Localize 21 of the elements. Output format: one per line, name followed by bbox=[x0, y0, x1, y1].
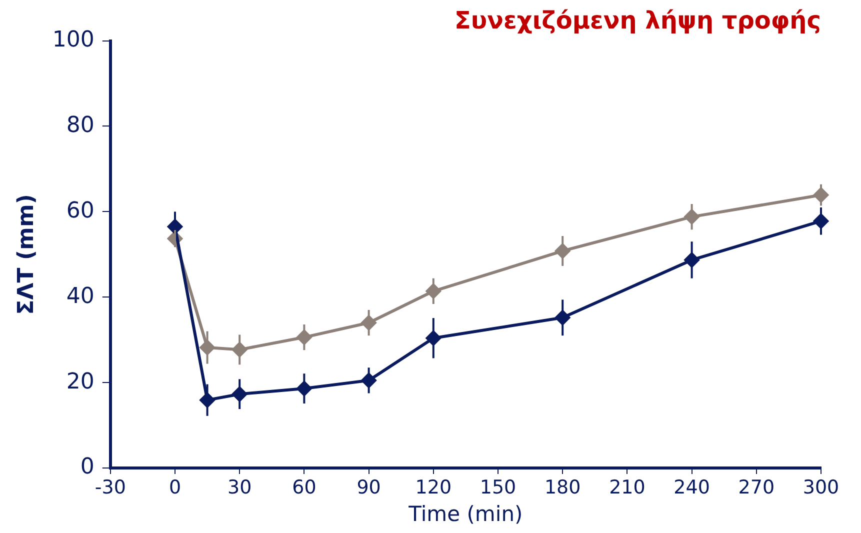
x-tick-label: 120 bbox=[415, 476, 452, 498]
y-tick-label: 40 bbox=[66, 284, 94, 309]
x-tick-label: 90 bbox=[356, 476, 381, 498]
x-tick-label: -30 bbox=[94, 476, 126, 498]
y-axis-title: ΣΛΤ (mm) bbox=[14, 194, 39, 315]
x-tick-label: 240 bbox=[674, 476, 710, 498]
x-tick-label: 180 bbox=[544, 476, 581, 498]
x-tick-label: 60 bbox=[292, 476, 316, 498]
x-tick-label: 270 bbox=[738, 476, 775, 498]
y-tick-label: 100 bbox=[52, 28, 94, 53]
x-tick-label: 0 bbox=[168, 476, 182, 498]
x-tick-label: 30 bbox=[228, 476, 252, 498]
y-tick-label: 20 bbox=[66, 369, 94, 394]
x-axis-title: Time (min) bbox=[408, 502, 523, 526]
chart-title: Συνεχιζόμενη λήψη τροφής bbox=[454, 6, 821, 35]
x-tick-label: 210 bbox=[609, 476, 646, 498]
x-tick-label: 150 bbox=[480, 476, 516, 498]
y-tick-label: 80 bbox=[66, 112, 94, 138]
x-tick-label: 300 bbox=[802, 476, 840, 498]
y-tick-label: 60 bbox=[66, 198, 94, 224]
y-tick-label: 0 bbox=[80, 454, 94, 480]
